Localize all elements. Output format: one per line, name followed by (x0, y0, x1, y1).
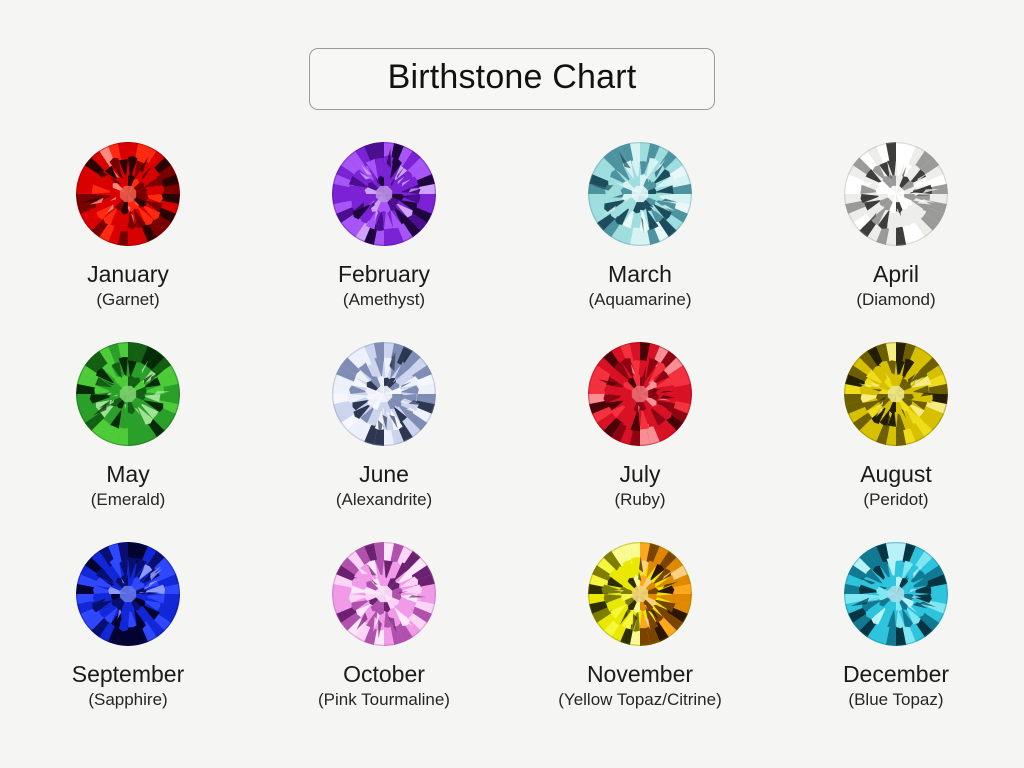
month-label: March (608, 261, 672, 287)
stone-label: (Blue Topaz) (848, 690, 944, 710)
month-label: June (359, 461, 409, 487)
stone-label: (Alexandrite) (335, 490, 433, 510)
birthstone-cell-october[interactable]: October (Pink Tourmaline) (256, 540, 512, 740)
birthstone-cell-january[interactable]: January (Garnet) (0, 140, 256, 340)
month-label: February (337, 261, 431, 287)
month-label: January (87, 261, 169, 287)
emerald-gem (74, 340, 182, 448)
stone-label: (Emerald) (90, 490, 166, 510)
birthstone-cell-march[interactable]: March (Aquamarine) (512, 140, 768, 340)
stone-label: (Diamond) (856, 290, 936, 310)
ruby-gem (586, 340, 694, 448)
stone-label: (Garnet) (96, 290, 160, 310)
birthstone-cell-june[interactable]: June (Alexandrite) (256, 340, 512, 540)
stone-label: (Amethyst) (342, 290, 426, 310)
garnet-gem (74, 140, 182, 248)
alexandrite-gem (330, 340, 438, 448)
pink-tourmaline-gem (330, 540, 438, 648)
month-label: November (586, 661, 694, 687)
stone-label: (Sapphire) (88, 690, 168, 710)
birthstone-cell-july[interactable]: July (Ruby) (512, 340, 768, 540)
stone-label: (Yellow Topaz/Citrine) (558, 690, 722, 710)
stone-label: (Ruby) (614, 490, 666, 510)
birthstone-cell-may[interactable]: May (Emerald) (0, 340, 256, 540)
title-box: Birthstone Chart (309, 48, 715, 111)
stone-label: (Pink Tourmaline) (318, 690, 450, 710)
aquamarine-gem (586, 140, 694, 248)
month-label: April (872, 261, 919, 287)
blue-topaz-gem (842, 540, 950, 648)
sapphire-gem (74, 540, 182, 648)
diamond-gem (842, 140, 950, 248)
stone-label: (Peridot) (863, 490, 929, 510)
birthstone-cell-september[interactable]: September (Sapphire) (0, 540, 256, 740)
month-label: October (343, 661, 425, 687)
month-label: May (106, 461, 150, 487)
month-label: September (71, 661, 185, 687)
month-label: December (842, 661, 950, 687)
amethyst-gem (330, 140, 438, 248)
birthstone-cell-november[interactable]: November (Yellow Topaz/Citrine) (512, 540, 768, 740)
month-label: August (860, 461, 932, 487)
birthstone-cell-august[interactable]: August (Peridot) (768, 340, 1024, 540)
page-title: Birthstone Chart (387, 58, 637, 96)
birthstone-cell-april[interactable]: April (Diamond) (768, 140, 1024, 340)
birthstone-cell-december[interactable]: December (Blue Topaz) (768, 540, 1024, 740)
birthstone-grid: January (Garnet) February (Amethyst) March (A… (0, 140, 1024, 740)
birthstone-cell-february[interactable]: February (Amethyst) (256, 140, 512, 340)
peridot-gem (842, 340, 950, 448)
yellow-topaz-citrine-gem (586, 540, 694, 648)
stone-label: (Aquamarine) (588, 290, 692, 310)
title-container: Birthstone Chart (0, 48, 1024, 111)
month-label: July (619, 461, 661, 487)
